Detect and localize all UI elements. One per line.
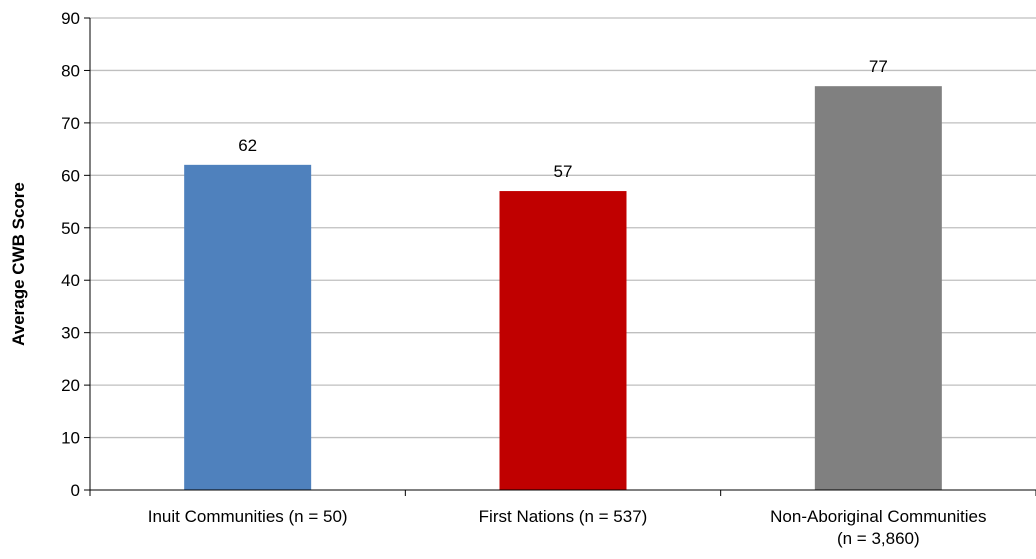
y-tick-label: 90 (61, 9, 80, 28)
x-category-label: Inuit Communities (n = 50) (148, 507, 348, 526)
y-tick-label: 40 (61, 271, 80, 290)
data-label: 77 (869, 57, 888, 76)
y-tick-label: 20 (61, 376, 80, 395)
y-tick-label: 0 (71, 481, 80, 500)
bar (499, 191, 627, 491)
y-tick-label: 70 (61, 114, 80, 133)
x-category-label: First Nations (n = 537) (479, 507, 648, 526)
y-axis-title: Average CWB Score (9, 182, 28, 346)
bar (814, 86, 942, 490)
axes (84, 17, 1036, 496)
bars (184, 86, 942, 491)
y-tick-label: 50 (61, 219, 80, 238)
bar (184, 164, 312, 490)
data-label: 62 (238, 136, 257, 155)
data-label: 57 (554, 162, 573, 181)
y-tick-label: 30 (61, 324, 80, 343)
labels: 0 10 20 30 40 50 60 70 80 90 62 Inuit Communities (… (61, 9, 986, 548)
y-tick-label: 80 (61, 61, 80, 80)
x-category-label: Non-Aboriginal Communities (n = 3,860) (770, 507, 986, 548)
y-tick-label: 10 (61, 429, 80, 448)
y-tick-label: 60 (61, 166, 80, 185)
